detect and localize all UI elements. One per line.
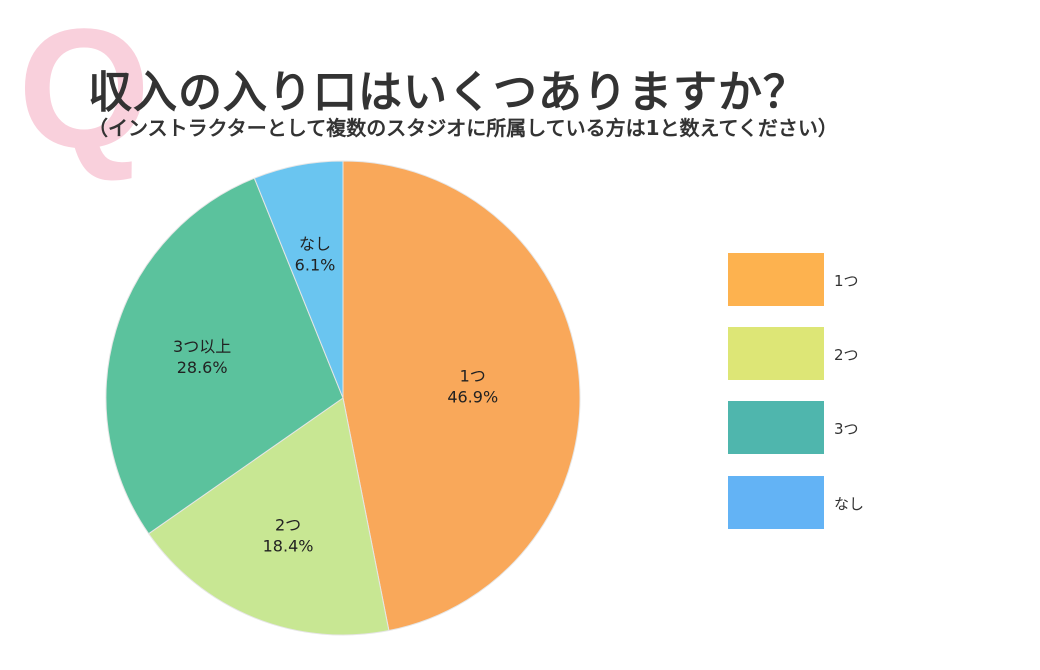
legend-swatch: [728, 253, 824, 306]
pie-slice: [342, 160, 581, 632]
pie-slice: [147, 397, 390, 636]
pie-slice: [253, 160, 344, 399]
legend-label: 1つ: [834, 272, 859, 290]
legend-item: 2つ: [728, 327, 928, 380]
legend-item: なし: [728, 476, 928, 529]
slice-value-label: 28.6%: [177, 358, 228, 377]
q-mark-decoration: Q: [18, 0, 151, 184]
slice-label: なし: [299, 235, 331, 254]
slice-label: 3つ以上: [173, 337, 231, 356]
slice-value-label: 46.9%: [447, 387, 498, 406]
legend-label: なし: [834, 495, 865, 513]
slice-value-label: 18.4%: [263, 536, 314, 555]
pie-slice: [105, 177, 344, 535]
slice-label: 1つ: [460, 366, 486, 385]
slice-label: 2つ: [275, 515, 301, 534]
chart-title: 収入の入り口はいくつありますか？: [88, 67, 808, 118]
legend-swatch: [728, 401, 824, 454]
legend-item: 3つ: [728, 401, 928, 454]
legend-item: 1つ: [728, 253, 928, 306]
legend-swatch: [728, 327, 824, 380]
legend-label: 2つ: [834, 346, 859, 364]
legend-swatch: [728, 476, 824, 529]
slice-value-label: 6.1%: [295, 256, 336, 275]
chart-subtitle: （インストラクターとして複数のスタジオに所属している方は1と数えてください）: [88, 116, 838, 140]
legend-label: 3つ: [834, 420, 859, 438]
